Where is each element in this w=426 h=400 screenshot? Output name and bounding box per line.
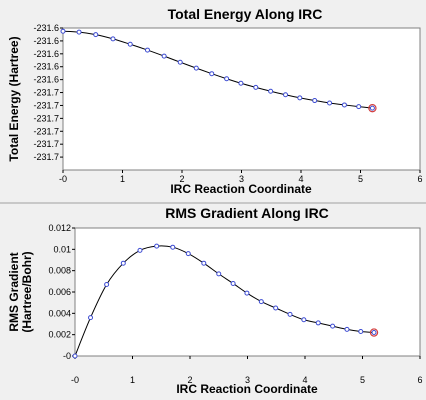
data-point (88, 315, 94, 321)
data-point (244, 290, 250, 296)
data-point (268, 88, 274, 94)
total-energy-title: Total Energy Along IRC (168, 6, 323, 22)
data-point (287, 311, 293, 317)
data-point (258, 299, 264, 305)
rms-gradient-ylabel-line2: (Hartree/Bohr) (20, 251, 34, 332)
data-point (315, 320, 321, 326)
data-point (297, 95, 303, 101)
y-tick-label: -231.7 (33, 126, 59, 136)
x-tick-label: 4 (298, 174, 303, 184)
y-tick-label: -231.6 (33, 75, 59, 85)
data-point (60, 28, 66, 34)
data-point (238, 80, 244, 86)
x-tick-label: 4 (302, 375, 307, 385)
data-point (224, 76, 230, 82)
y-tick-label: 0.008 (48, 266, 71, 276)
y-tick-label: -231.7 (33, 88, 59, 98)
data-point (301, 317, 307, 323)
y-tick-label: 0.004 (48, 308, 71, 318)
x-tick-label: 6 (417, 174, 422, 184)
data-point (341, 102, 347, 108)
y-tick-label: -231.7 (33, 139, 59, 149)
data-point (344, 326, 350, 332)
current-data-point (371, 330, 377, 336)
data-point (273, 305, 279, 311)
data-point (193, 65, 199, 71)
rms-gradient-title: RMS Gradient Along IRC (165, 205, 329, 221)
y-tick-label: 0.01 (53, 244, 71, 254)
x-tick-label: -0 (59, 174, 67, 184)
x-tick-label: 1 (130, 375, 135, 385)
data-point (127, 41, 133, 47)
data-point (120, 260, 126, 266)
x-tick-label: 3 (239, 174, 244, 184)
data-point (144, 47, 150, 53)
current-point-ring (368, 103, 377, 113)
y-tick-label: -231.6 (33, 62, 59, 72)
data-point (93, 32, 99, 38)
data-point (283, 92, 289, 98)
x-tick-label: 2 (187, 375, 192, 385)
data-point (230, 280, 236, 286)
data-point (76, 29, 82, 35)
y-tick-label: -231.7 (33, 100, 59, 110)
data-point (161, 53, 167, 59)
current-data-point (369, 105, 375, 111)
data-point (209, 71, 215, 77)
data-point (216, 271, 222, 277)
data-point (154, 243, 160, 249)
total-energy-ylabel: Total Energy (Hartree) (7, 36, 21, 161)
y-tick-label: -231.6 (33, 23, 59, 33)
data-point (185, 251, 191, 257)
x-tick-label: 2 (179, 174, 184, 184)
x-tick-label: 6 (417, 375, 422, 385)
data-point (104, 282, 110, 288)
total-energy-xlabel: IRC Reaction Coordinate (170, 182, 312, 196)
x-tick-label: -0 (71, 375, 79, 385)
y-tick-label: 0.012 (48, 223, 71, 233)
x-tick-label: 3 (245, 375, 250, 385)
y-tick-label: -231.6 (33, 49, 59, 59)
data-point (137, 247, 143, 253)
data-point (253, 84, 259, 90)
data-point (177, 59, 183, 65)
y-tick-label: 0.006 (48, 287, 71, 297)
y-tick-label: -231.7 (33, 152, 59, 162)
y-tick-label: 0.002 (48, 330, 71, 340)
data-point (170, 244, 176, 250)
data-point (330, 323, 336, 329)
total-energy-plot-area (62, 27, 421, 171)
rms-gradient-chart: RMS Gradient Along IRC -0 1 2 3 4 5 6 -0 0.002 0… (7, 205, 423, 396)
total-energy-chart: Total Energy Along IRC -0 1 2 3 4 5 6 -231.6 -2… (7, 6, 423, 196)
y-tick-label: -231.6 (33, 36, 59, 46)
y-tick-label: -231.7 (33, 113, 59, 123)
x-tick-label: 1 (120, 174, 125, 184)
data-point (110, 36, 116, 42)
data-point (358, 328, 364, 334)
x-tick-label: 5 (360, 375, 365, 385)
x-tick-label: 5 (358, 174, 363, 184)
y-tick-label: -0 (63, 351, 71, 361)
rms-gradient-xlabel: IRC Reaction Coordinate (176, 382, 318, 396)
data-point (312, 98, 318, 104)
data-point (327, 100, 333, 106)
data-point (72, 353, 78, 359)
rms-gradient-ylabel-line1: RMS Gradient (7, 252, 21, 331)
current-point-ring (369, 328, 379, 337)
data-point (356, 104, 362, 110)
data-point (201, 260, 207, 266)
